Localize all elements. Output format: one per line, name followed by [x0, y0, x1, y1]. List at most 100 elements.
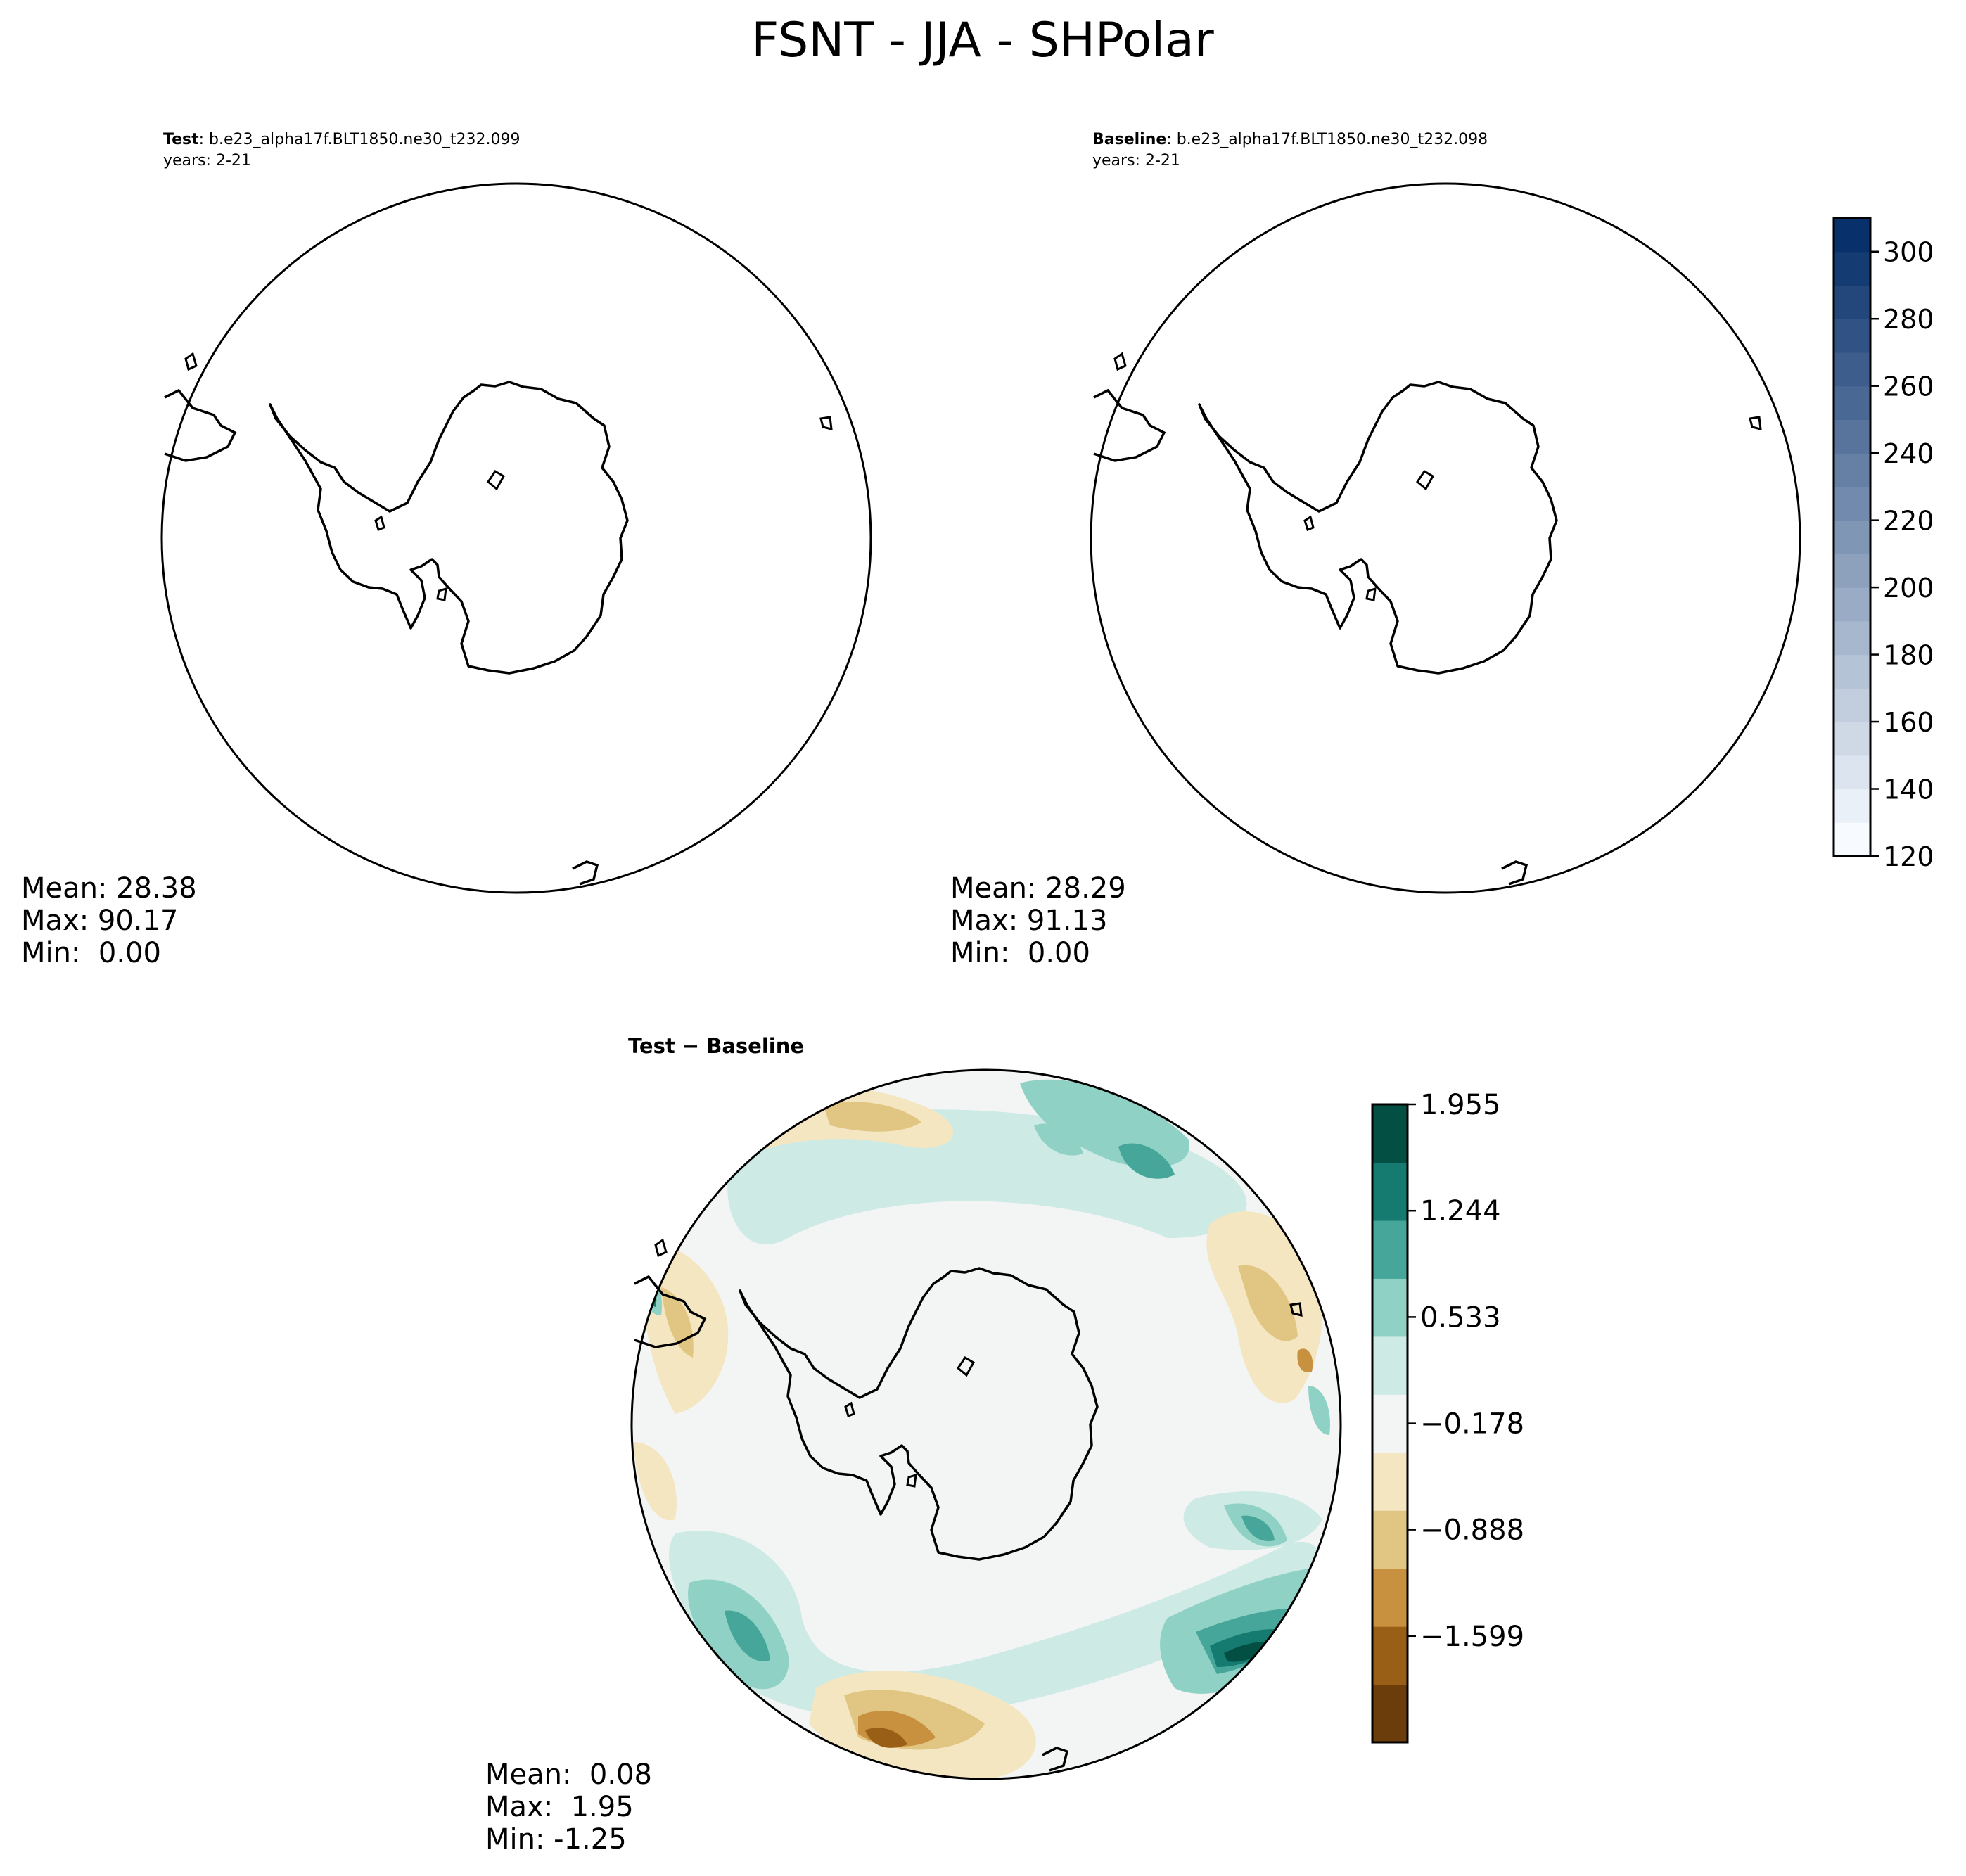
colorbar-baseline-tick-label-1: 140 — [1883, 774, 1934, 805]
colorbar-baseline-swatch-1 — [1834, 789, 1870, 823]
panel-test-map-boundary — [160, 182, 872, 894]
colorbar-difference-tick-label-0: −1.599 — [1420, 1621, 1524, 1653]
colorbar-baseline-swatch-17 — [1834, 251, 1870, 286]
panel-difference-coastline-island-3 — [844, 1401, 855, 1417]
colorbar-difference-swatch-7 — [1372, 1278, 1408, 1337]
colorbar-difference-tick-label-4: 1.244 — [1420, 1195, 1501, 1227]
colorbar-difference-swatch-3 — [1372, 1510, 1408, 1569]
field-patch-teal-far-east — [1308, 1386, 1330, 1435]
panel-baseline-coastline — [1093, 352, 1762, 886]
panel-baseline-coastline-south-america — [1093, 388, 1166, 462]
panel-test-years: years: 2-21 — [163, 152, 251, 170]
field-patch-brown-south-darkest — [865, 1728, 907, 1748]
colorbar-baseline-swatch-13 — [1834, 385, 1870, 421]
panel-test-coastline-island-4 — [436, 587, 447, 601]
colorbar-difference-swatch-10 — [1372, 1104, 1408, 1163]
figure-title: FSNT - JJA - SHPolar — [751, 13, 1213, 68]
colorbar-baseline-tick-label-4: 200 — [1883, 573, 1934, 604]
field-patch-brown-east-core — [1238, 1265, 1298, 1341]
colorbar-baseline-swatch-15 — [1834, 319, 1870, 353]
panel-baseline-label: Baseline: b.e23_alpha17f.BLT1850.ne30_t2… — [1092, 131, 1488, 148]
colorbar-baseline-swatch-9 — [1834, 520, 1870, 554]
colorbar-baseline-swatch-11 — [1834, 453, 1870, 487]
colorbar-baseline-tick-label-3: 180 — [1883, 640, 1934, 671]
colorbar-baseline-swatch-6 — [1834, 620, 1870, 656]
panel-test-mean: Mean: 28.38 — [21, 872, 197, 905]
colorbar-baseline-swatch-7 — [1834, 587, 1870, 622]
panel-test-coastline-island-1 — [184, 352, 198, 371]
panel-test-coastline-antarctica — [269, 381, 629, 675]
colorbar-difference-tick-label-2: −0.178 — [1420, 1408, 1524, 1441]
field-patch-teal-southwest-core — [725, 1610, 770, 1661]
colorbar-baseline-tick-label-9: 300 — [1883, 237, 1934, 268]
panel-baseline-coastline-antarctica — [1198, 381, 1558, 675]
panel-baseline-coastline-island-4 — [1365, 587, 1377, 601]
panel-test-coastline — [164, 352, 833, 886]
panel-difference-coastline-island-4 — [906, 1473, 917, 1488]
panel-test-min: Min: 0.00 — [21, 937, 161, 969]
field-patch-teal-north-center — [1034, 1123, 1083, 1156]
panel-difference-coastline-south-america — [634, 1275, 707, 1348]
colorbar-difference-tick-label-1: −0.888 — [1420, 1514, 1524, 1547]
panel-difference-label-rest: − Baseline — [675, 1034, 804, 1058]
panel-test-label: Test: b.e23_alpha17f.BLT1850.ne30_t232.0… — [163, 131, 520, 148]
field-patch-brown-west-low — [633, 1442, 677, 1521]
panel-test-label-case: : b.e23_alpha17f.BLT1850.ne30_t232.099 — [199, 131, 521, 148]
colorbar-baseline-swatch-18 — [1834, 218, 1870, 253]
panel-difference-coastline-south-island — [1042, 1747, 1069, 1772]
colorbar-difference-swatch-0 — [1372, 1684, 1408, 1743]
field-patch-teal-far-west-core — [643, 1277, 657, 1307]
colorbar-baseline-tick-label-7: 260 — [1883, 371, 1934, 402]
colorbar-baseline-frame — [1832, 217, 1872, 857]
field-band-teal-southwest — [669, 1531, 1322, 1719]
colorbar-difference-swatch-2 — [1372, 1568, 1408, 1627]
panel-difference-label-bold: Test — [628, 1034, 675, 1058]
colorbar-baseline-swatch-10 — [1834, 486, 1870, 521]
colorbar-difference-swatch-4 — [1372, 1452, 1408, 1511]
colorbar-baseline-swatch-12 — [1834, 419, 1870, 454]
panel-difference-min: Min: -1.25 — [485, 1823, 627, 1856]
colorbar-baseline-swatch-5 — [1834, 654, 1870, 689]
panel-difference-label: Test − Baseline — [628, 1034, 804, 1058]
panel-difference: Test − Baseline — [485, 1034, 1342, 1856]
colorbar-difference-tick-label-5: 1.955 — [1420, 1089, 1501, 1121]
field-patch-teal-north-east — [1020, 1079, 1190, 1168]
colorbar-baseline-tick-label-2: 160 — [1883, 707, 1934, 738]
colorbar-difference-swatch-6 — [1372, 1336, 1408, 1395]
colorbar-baseline-swatch-3 — [1834, 722, 1870, 756]
panel-difference-coastline — [634, 1238, 1303, 1772]
colorbar-baseline-tick-label-0: 120 — [1883, 841, 1934, 872]
panel-difference-mean: Mean: 0.08 — [485, 1759, 652, 1791]
panel-baseline: Baseline: b.e23_alpha17f.BLT1850.ne30_t2… — [950, 131, 1801, 969]
colorbar-baseline-swatch-16 — [1834, 285, 1870, 319]
colorbar-difference-swatch-5 — [1372, 1394, 1408, 1453]
colorbar-baseline-swatch-4 — [1834, 688, 1870, 722]
panel-test-coastline-island-2 — [819, 416, 833, 430]
panel-difference-map-boundary — [630, 1068, 1342, 1780]
colorbar-baseline-tick-label-5: 220 — [1883, 506, 1934, 537]
colorbar-baseline-swatch-14 — [1834, 352, 1870, 387]
colorbar-difference-tick-label-3: 0.533 — [1420, 1301, 1501, 1334]
panel-baseline-map-boundary — [1090, 182, 1801, 894]
panel-baseline-years: years: 2-21 — [1092, 152, 1180, 170]
colorbar-baseline-tick-label-8: 280 — [1883, 304, 1934, 335]
colorbar-difference-swatch-8 — [1372, 1220, 1408, 1279]
colorbar-baseline-swatch-0 — [1834, 822, 1870, 857]
panel-test-max: Max: 90.17 — [21, 905, 178, 937]
panel-baseline-coastline-south-island — [1501, 860, 1528, 886]
field-patch-teal-east-core — [1241, 1515, 1275, 1541]
panel-baseline-coastline-island-2 — [1749, 416, 1762, 430]
panel-test-coastline-island-0 — [487, 469, 506, 491]
panel-baseline-coastline-island-0 — [1416, 469, 1435, 491]
panel-difference-coastline-island-0 — [957, 1355, 976, 1377]
colorbar-baseline-swatch-2 — [1834, 755, 1870, 790]
colorbar-difference-swatch-9 — [1372, 1162, 1408, 1221]
panel-baseline-coastline-island-3 — [1303, 515, 1315, 531]
panel-baseline-mean: Mean: 28.29 — [950, 872, 1126, 905]
field-patch-teal-north-east-core — [1118, 1143, 1175, 1179]
panel-test-coastline-south-island — [572, 860, 599, 886]
panel-baseline-min: Min: 0.00 — [950, 937, 1090, 969]
panel-difference-coastline-island-1 — [654, 1238, 668, 1258]
panel-difference-coastline-antarctica — [739, 1267, 1099, 1561]
